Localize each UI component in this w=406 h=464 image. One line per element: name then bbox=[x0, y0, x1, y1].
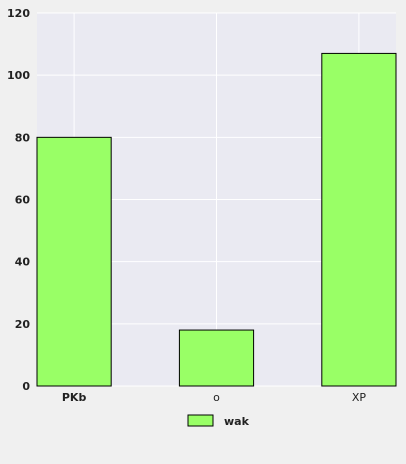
legend-label-wak: wak bbox=[224, 415, 250, 428]
y-tick-label-2: 40 bbox=[15, 256, 31, 269]
y-tick-label-1: 20 bbox=[15, 318, 31, 331]
x-axis-ticks: PKb o XP bbox=[62, 391, 366, 404]
x-tick-label-1: o bbox=[213, 391, 220, 404]
bars bbox=[36, 52, 397, 387]
legend: wak bbox=[187, 414, 250, 428]
y-tick-label-4: 80 bbox=[15, 131, 31, 144]
bar-o bbox=[178, 329, 255, 387]
y-tick-label-0: 0 bbox=[22, 380, 30, 393]
bar-XP bbox=[321, 52, 397, 387]
legend-swatch-wak bbox=[187, 414, 214, 427]
bar-PKb bbox=[36, 136, 112, 387]
y-tick-label-6: 120 bbox=[7, 7, 30, 20]
y-tick-label-5: 100 bbox=[7, 69, 30, 82]
y-axis-ticks: 0 20 40 60 80 100 120 bbox=[7, 7, 30, 393]
y-tick-label-3: 60 bbox=[15, 194, 31, 207]
x-tick-label-0: PKb bbox=[62, 391, 87, 404]
x-tick-label-2: XP bbox=[352, 391, 367, 404]
